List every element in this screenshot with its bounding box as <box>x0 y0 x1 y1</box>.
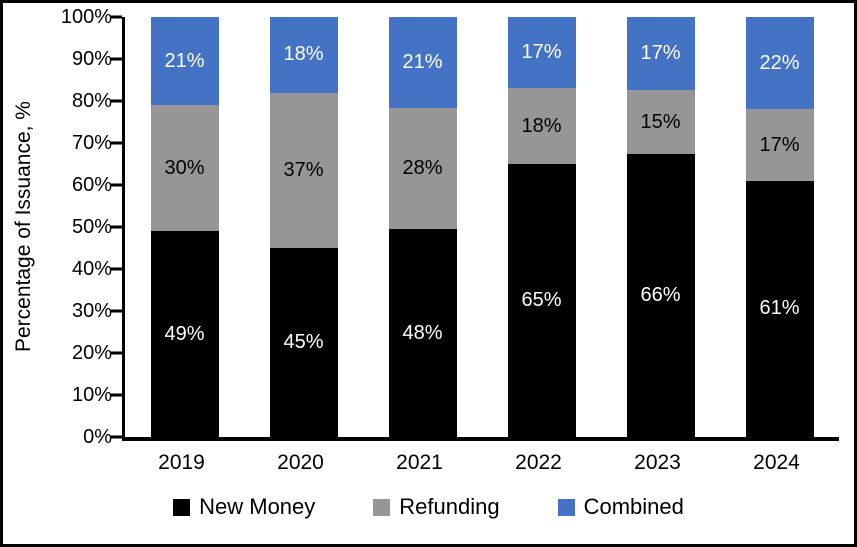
bar-segment-2022-refunding: 18% <box>507 88 576 164</box>
stacked-bar-2019: 49% 30% 21% <box>150 17 219 437</box>
bar-segment-2021-new-money: 48% <box>388 229 457 437</box>
y-tick-label: 70% <box>71 132 112 154</box>
bar-segment-2019-new-money: 49% <box>150 231 219 437</box>
y-tick-mark <box>111 57 122 61</box>
y-tick-label: 100% <box>60 6 112 28</box>
bar-segment-2023-new-money: 66% <box>626 154 695 437</box>
bar-segment-2019-refunding: 30% <box>150 105 219 232</box>
y-tick-label: 20% <box>71 342 112 364</box>
bar-segment-2020-refunding: 37% <box>269 92 338 248</box>
legend-item-refunding: Refunding <box>373 494 500 520</box>
y-tick-label: 30% <box>71 300 112 322</box>
legend-label-combined: Combined <box>583 494 684 519</box>
stacked-bar-2023: 66% 15% 17% <box>626 17 695 437</box>
y-axis-title: Percentage of Issuance, % <box>12 101 35 353</box>
stacked-bar-2020: 45% 37% 18% <box>269 17 338 437</box>
bar-segment-2020-new-money: 45% <box>269 248 338 437</box>
y-tick-mark <box>111 141 122 145</box>
bar-segment-2023-combined: 17% <box>626 17 695 90</box>
stacked-bar-2022: 65% 18% 17% <box>507 17 576 437</box>
x-tick-label-2024: 2024 <box>753 451 800 474</box>
bar-segment-2023-refunding: 15% <box>626 89 695 155</box>
legend-item-combined: Combined <box>557 494 684 520</box>
x-tick-label-2020: 2020 <box>277 451 324 474</box>
bar-segment-2024-refunding: 17% <box>745 109 814 181</box>
y-tick-mark <box>111 15 122 19</box>
stacked-bar-2024: 61% 17% 22% <box>745 16 814 437</box>
bar-slot-2023: 66% 15% 17% <box>601 17 720 437</box>
y-tick-label: 90% <box>71 48 112 70</box>
y-tick-label: 40% <box>71 258 112 280</box>
y-tick-label: 50% <box>71 216 112 238</box>
y-tick-label: 80% <box>71 90 112 112</box>
y-axis-tick-labels: 100% 90% 80% 70% 60% 50% 40% 30% 20% 10% 0% <box>43 7 112 447</box>
plot-area: 49% 30% 21% 45% 37% 18% 48% 28% 21% 65% 18% 17% 66% 1… <box>111 15 839 441</box>
y-tick-mark <box>111 309 122 313</box>
legend: New Money Refunding Combined <box>3 494 854 520</box>
bar-slot-2024: 61% 17% 22% <box>720 16 839 437</box>
x-axis-labels: 2019 2020 2021 2022 2023 2024 <box>122 451 836 475</box>
y-tick-mark <box>111 225 122 229</box>
legend-label-refunding: Refunding <box>399 494 500 519</box>
stacked-bar-2021: 48% 28% 21% <box>388 17 457 437</box>
bar-slot-2022: 65% 18% 17% <box>482 17 601 437</box>
y-tick-mark <box>111 267 122 271</box>
bar-segment-2020-combined: 18% <box>269 17 338 93</box>
y-tick-label: 60% <box>71 174 112 196</box>
legend-swatch-refunding <box>373 498 391 516</box>
x-tick-label-2021: 2021 <box>396 451 443 474</box>
bar-segment-2021-combined: 21% <box>388 17 457 108</box>
y-tick-label: 10% <box>71 384 112 406</box>
legend-swatch-new-money <box>173 498 191 516</box>
y-tick-label: 0% <box>83 426 112 448</box>
x-tick-label-2019: 2019 <box>158 451 205 474</box>
bar-segment-2024-combined: 22% <box>745 16 814 110</box>
y-tick-mark <box>111 99 122 103</box>
bar-slot-2019: 49% 30% 21% <box>125 17 244 437</box>
y-tick-mark <box>111 351 122 355</box>
bar-segment-2024-new-money: 61% <box>745 180 814 437</box>
legend-item-new-money: New Money <box>173 494 315 520</box>
x-tick-label-2023: 2023 <box>634 451 681 474</box>
x-tick-label-2022: 2022 <box>515 451 562 474</box>
bar-segment-2022-combined: 17% <box>507 17 576 89</box>
y-tick-mark <box>111 393 122 397</box>
bar-segment-2021-refunding: 28% <box>388 107 457 230</box>
bar-slot-2020: 45% 37% 18% <box>244 17 363 437</box>
bar-slot-2021: 48% 28% 21% <box>363 17 482 437</box>
legend-swatch-combined <box>557 498 575 516</box>
y-tick-mark <box>111 183 122 187</box>
bar-segment-2019-combined: 21% <box>150 17 219 106</box>
bar-segment-2022-new-money: 65% <box>507 164 576 437</box>
legend-label-new-money: New Money <box>199 494 316 519</box>
y-tick-mark <box>111 435 122 439</box>
